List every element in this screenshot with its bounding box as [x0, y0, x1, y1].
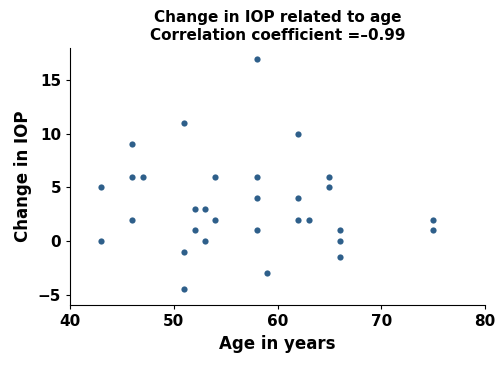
Point — [336, 227, 344, 233]
Point — [294, 131, 302, 137]
Point — [294, 217, 302, 223]
Title: Change in IOP related to age
Correlation coefficient =–0.99: Change in IOP related to age Correlation… — [150, 10, 405, 43]
Y-axis label: Change in IOP: Change in IOP — [14, 111, 32, 243]
Point — [97, 238, 105, 244]
Point — [180, 120, 188, 126]
Point — [138, 174, 146, 180]
Point — [252, 195, 261, 201]
Point — [180, 249, 188, 255]
Point — [190, 206, 198, 212]
Point — [326, 184, 334, 190]
Point — [252, 56, 261, 61]
Point — [190, 227, 198, 233]
Point — [211, 174, 219, 180]
Point — [263, 270, 271, 276]
Point — [336, 254, 344, 260]
Point — [252, 174, 261, 180]
X-axis label: Age in years: Age in years — [219, 335, 336, 353]
Point — [201, 206, 209, 212]
Point — [326, 174, 334, 180]
Point — [429, 217, 437, 223]
Point — [180, 286, 188, 292]
Point — [336, 238, 344, 244]
Point — [211, 217, 219, 223]
Point — [128, 141, 136, 147]
Point — [294, 195, 302, 201]
Point — [128, 174, 136, 180]
Point — [429, 227, 437, 233]
Point — [128, 217, 136, 223]
Point — [304, 217, 312, 223]
Point — [201, 238, 209, 244]
Point — [97, 184, 105, 190]
Point — [252, 227, 261, 233]
